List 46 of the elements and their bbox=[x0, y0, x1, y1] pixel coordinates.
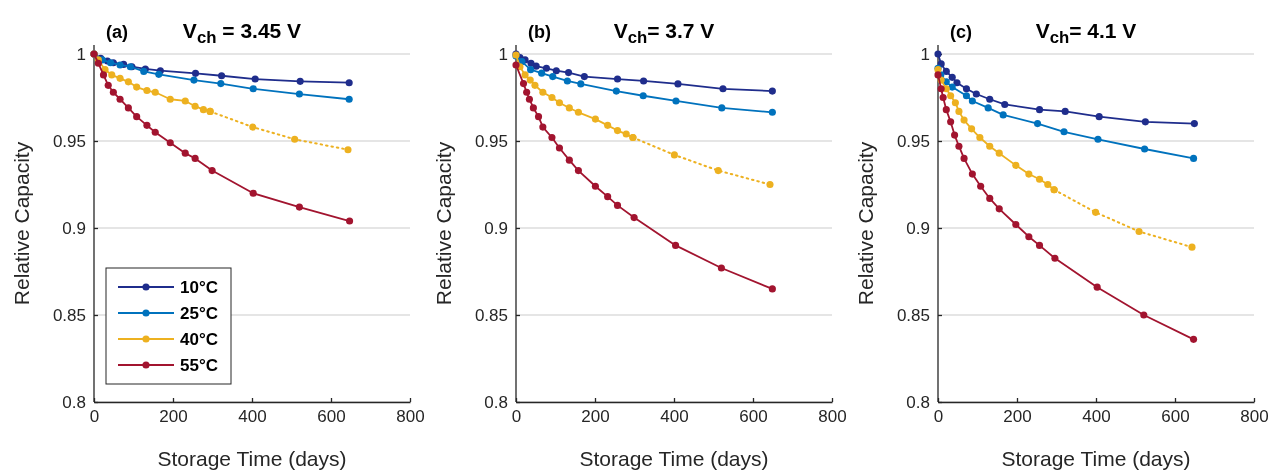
text: (b) bbox=[528, 22, 551, 42]
y-tick-label: 1 bbox=[498, 44, 508, 64]
x-tick-label: 400 bbox=[238, 407, 267, 427]
x-axis-title: Storage Time (days) bbox=[157, 447, 347, 470]
y-tick-label: 0.9 bbox=[62, 218, 86, 238]
x-tick-label: 400 bbox=[660, 407, 689, 427]
x-tick-label: 800 bbox=[1240, 407, 1269, 427]
x-tick-label: 0 bbox=[511, 407, 522, 427]
chart-title: V$_{ch}$= 3.7 V bbox=[613, 19, 715, 48]
x-tick-label: 600 bbox=[317, 407, 346, 427]
y-tick-label: 0.85 bbox=[474, 305, 508, 325]
x-tick-label: 0 bbox=[89, 407, 100, 427]
y-tick-label: 1 bbox=[920, 44, 930, 64]
x-tick-label: 200 bbox=[159, 407, 188, 427]
x-tick-label: 200 bbox=[581, 407, 610, 427]
y-tick-label: 0.85 bbox=[52, 305, 86, 325]
x-axis-title: Storage Time (days) bbox=[1001, 447, 1191, 470]
legend-label: 25°C bbox=[180, 304, 218, 323]
x-tick-label: 600 bbox=[1161, 407, 1190, 427]
x-tick-label: 800 bbox=[396, 407, 425, 427]
x-tick-label: 400 bbox=[1082, 407, 1111, 427]
legend-label: 40°C bbox=[180, 330, 218, 349]
x-tick-label: 600 bbox=[739, 407, 768, 427]
y-axis-title: Relative Capacity bbox=[854, 141, 877, 306]
x-axis-title: Storage Time (days) bbox=[579, 447, 769, 470]
y-tick-label: 0.8 bbox=[906, 392, 930, 412]
chart-title: V$_{ch}$ = 3.45 V bbox=[182, 19, 302, 48]
y-tick-label: 0.9 bbox=[906, 218, 930, 238]
y-tick-label: 0.8 bbox=[484, 392, 508, 412]
y-tick-label: 0.8 bbox=[62, 392, 86, 412]
legend-label: 10°C bbox=[180, 278, 218, 297]
y-axis-title: Relative Capacity bbox=[10, 141, 33, 306]
y-tick-label: 1 bbox=[76, 44, 86, 64]
y-tick-label: 0.85 bbox=[896, 305, 930, 325]
y-tick-label: 0.95 bbox=[474, 131, 508, 151]
chart-title: V$_{ch}$= 4.1 V bbox=[1035, 19, 1137, 48]
x-tick-label: 0 bbox=[933, 407, 944, 427]
y-tick-label: 0.9 bbox=[484, 218, 508, 238]
y-axis-title: Relative Capacity bbox=[432, 141, 455, 306]
text: (a) bbox=[106, 22, 128, 42]
y-tick-label: 0.95 bbox=[896, 131, 930, 151]
x-tick-label: 200 bbox=[1003, 407, 1032, 427]
text: (c) bbox=[950, 22, 972, 42]
legend-label: 55°C bbox=[180, 356, 218, 375]
x-tick-label: 800 bbox=[818, 407, 847, 427]
y-tick-label: 0.95 bbox=[52, 131, 86, 151]
